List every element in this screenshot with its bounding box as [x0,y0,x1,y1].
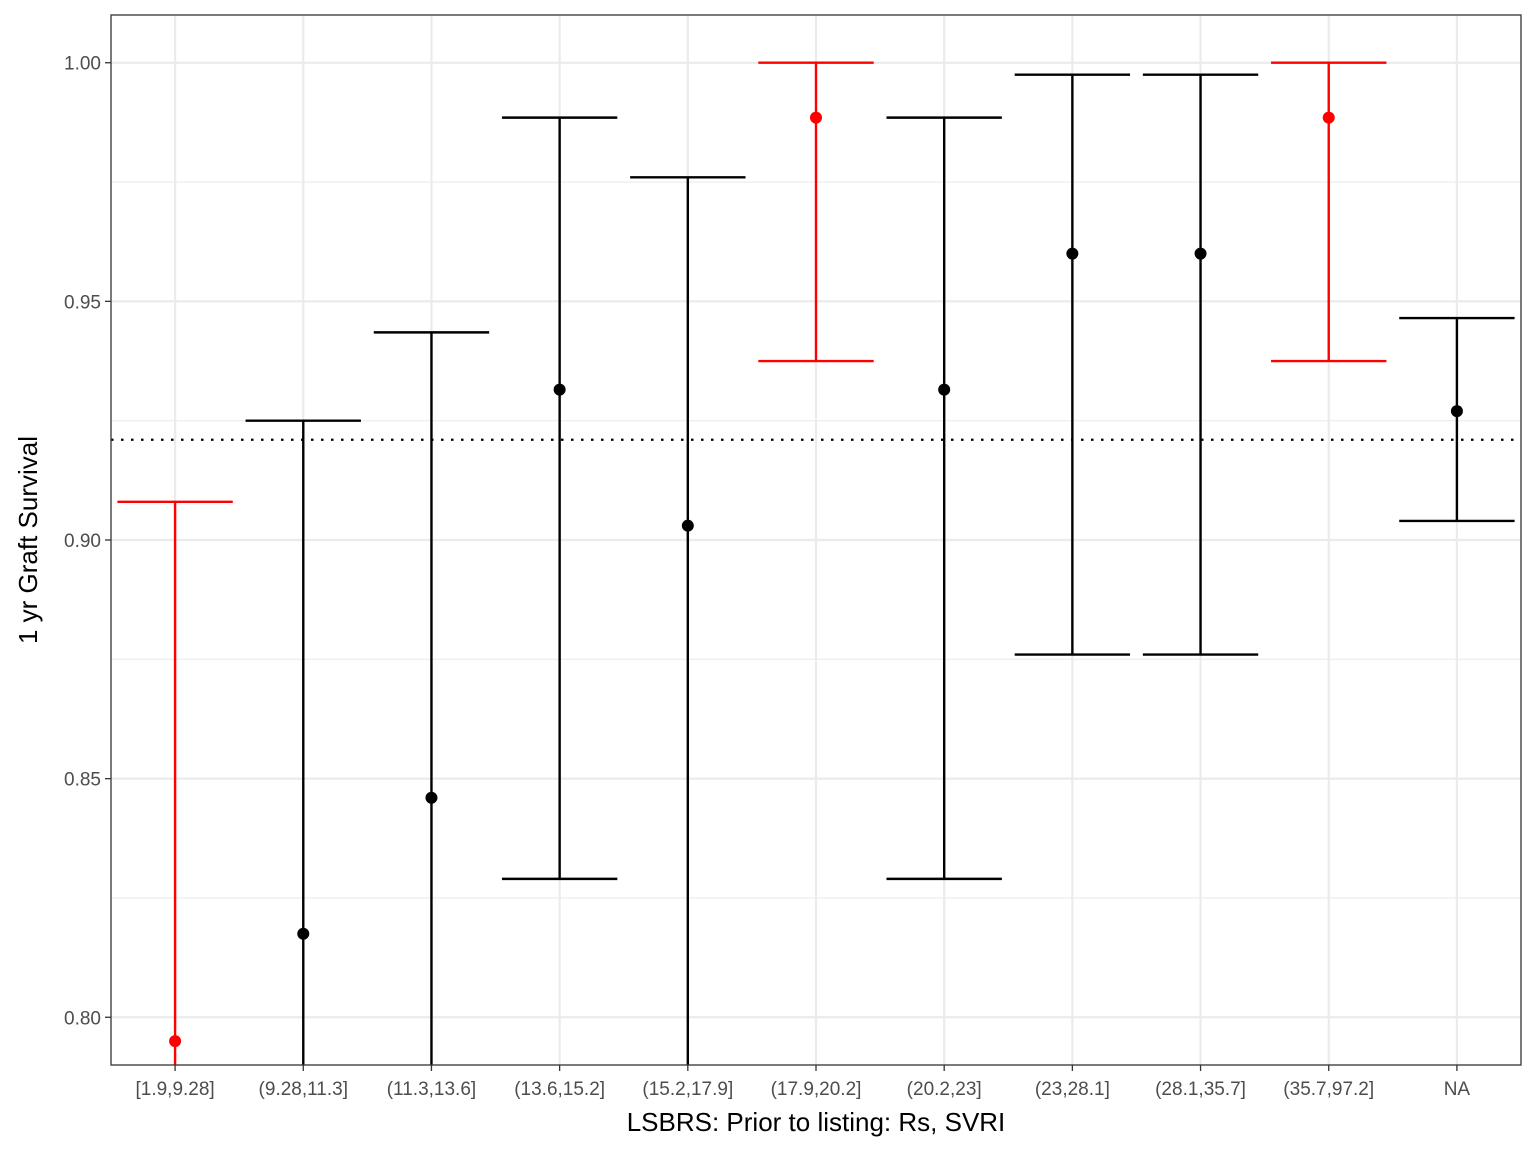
y-axis: 0.80 0.85 0.90 0.95 1.00 [64,54,111,1029]
x-tick-label: (17.9,20.2] [771,1079,862,1100]
estimate-point [297,927,310,940]
x-tick-label: (20.2,23] [907,1079,982,1100]
points-layer [169,111,1463,1048]
estimate-point [169,1035,182,1048]
y-tick-label: 0.80 [64,1008,101,1029]
x-tick-label: (28.1,35.7] [1155,1079,1246,1100]
x-axis-title: LSBRS: Prior to listing: Rs, SVRI [627,1107,1006,1137]
y-tick-label: 0.95 [64,292,101,313]
x-tick-label: (13.6,15.2] [514,1079,605,1100]
estimate-point [425,791,438,804]
estimate-point [810,111,822,124]
estimate-point [938,383,951,396]
x-tick-label: (15.2,17.9] [642,1079,733,1100]
estimate-point [1194,247,1207,260]
y-tick-label: 1.00 [64,54,101,75]
errorbars-layer [117,61,1515,1065]
x-tick-label: NA [1444,1079,1471,1100]
y-axis-title: 1 yr Graft Survival [13,436,43,644]
estimate-point [553,383,566,396]
estimate-point [1322,111,1335,124]
x-tick-label: (35.7,97.2] [1283,1079,1374,1100]
x-axis: [1.9,9.28] (9.28,11.3] (11.3,13.6] (13.6,15… [135,1065,1470,1100]
x-tick-label: [1.9,9.28] [135,1079,214,1100]
estimate-point [1066,247,1079,260]
y-tick-label: 0.85 [64,770,101,791]
y-tick-label: 0.90 [64,531,101,552]
x-tick-label: (23,28.1] [1035,1079,1110,1100]
estimate-point [1450,405,1463,418]
x-tick-label: (11.3,13.6] [387,1079,476,1100]
x-tick-label: (9.28,11.3] [259,1079,348,1100]
estimate-point [681,519,694,532]
